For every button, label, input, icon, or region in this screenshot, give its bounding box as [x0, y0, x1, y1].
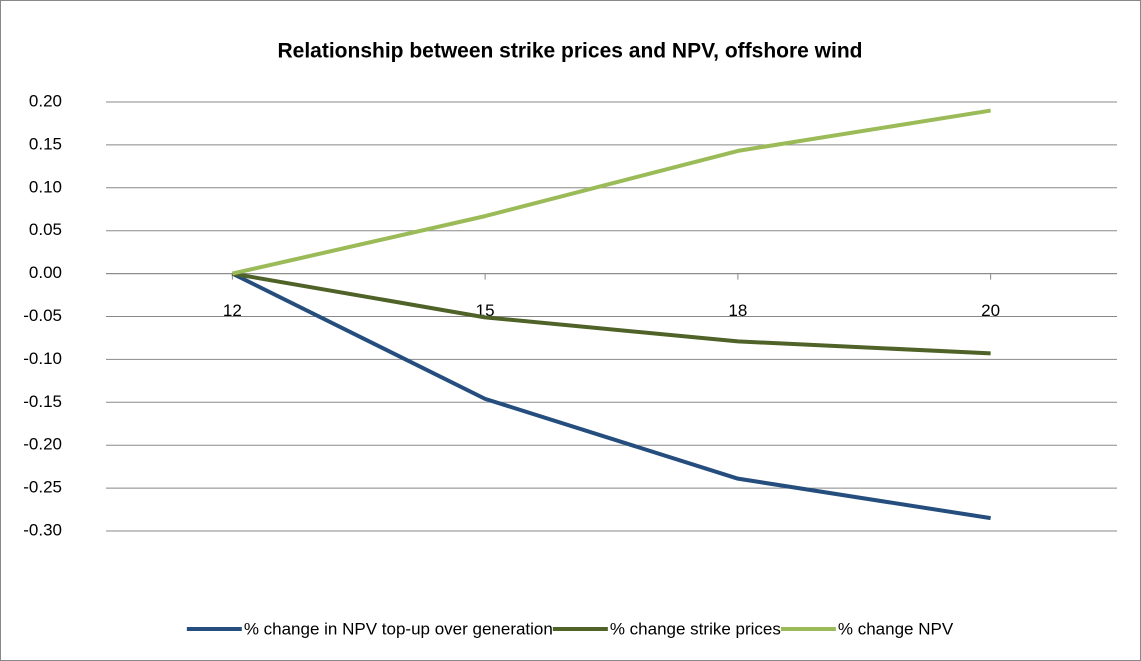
y-tick-label: 0.05	[29, 220, 62, 239]
y-tick-label: -0.20	[23, 435, 62, 454]
y-tick-label: 0.15	[29, 134, 62, 153]
series-line	[232, 271, 991, 356]
legend-label: % change in NPV top-up over generation	[244, 619, 553, 638]
x-tick-label: 18	[728, 301, 747, 320]
legend-label: % change NPV	[838, 619, 954, 638]
legend-label: % change strike prices	[610, 619, 781, 638]
x-tick-label: 12	[223, 301, 242, 320]
y-tick-label: 0.20	[29, 91, 62, 110]
y-tick-label: -0.25	[23, 478, 62, 497]
chart-title: Relationship between strike prices and N…	[277, 40, 862, 63]
x-tick-label: 20	[981, 301, 1000, 320]
series-line	[231, 271, 991, 521]
y-tick-label: -0.05	[23, 306, 62, 325]
y-tick-label: -0.30	[23, 520, 62, 539]
y-tick-label: 0.10	[29, 177, 62, 196]
series-line	[231, 108, 991, 276]
y-tick-label: -0.10	[23, 349, 62, 368]
y-tick-label: 0.00	[29, 263, 62, 282]
y-tick-label: -0.15	[23, 392, 62, 411]
